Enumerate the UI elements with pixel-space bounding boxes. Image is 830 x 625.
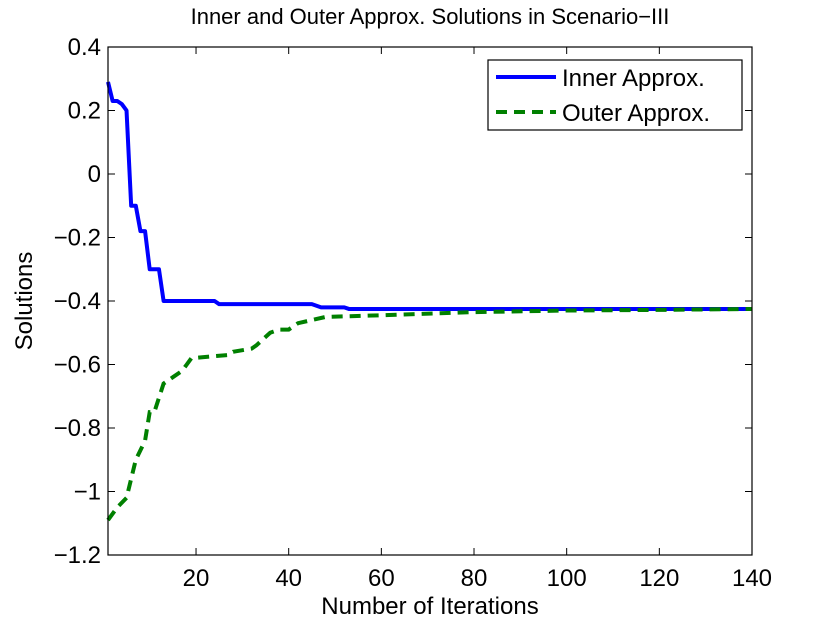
y-tick-label: 0.2 <box>68 98 101 125</box>
y-axis-label: Solutions <box>11 252 38 351</box>
y-tick-label: −0.8 <box>54 415 101 442</box>
chart-title: Inner and Outer Approx. Solutions in Sce… <box>191 4 670 29</box>
y-tick-label: 0.4 <box>68 34 101 61</box>
x-tick-label: 100 <box>547 565 587 592</box>
x-axis-label: Number of Iterations <box>321 593 538 620</box>
x-tick-label: 120 <box>639 565 679 592</box>
x-tick-label: 40 <box>275 565 302 592</box>
y-tick-label: 0 <box>88 161 101 188</box>
x-tick-label: 60 <box>368 565 395 592</box>
plot-area: 20 40 60 80 100 120 140 0.4 0.2 0 −0.2 −0.4 −0.6 −0.8… <box>54 34 772 592</box>
y-tick-label: −1 <box>74 479 101 506</box>
x-tick-label: 140 <box>732 565 772 592</box>
y-tick-label: −0.6 <box>54 352 101 379</box>
x-tick-label: 20 <box>183 565 210 592</box>
y-tick-label: −1.2 <box>54 542 101 569</box>
series-line-1 <box>106 81 752 311</box>
x-tick-label: 80 <box>461 565 488 592</box>
y-tick-label: −0.4 <box>54 288 101 315</box>
legend-box <box>487 59 743 131</box>
y-tick-label: −0.2 <box>54 225 101 252</box>
series-line-2 <box>106 306 753 522</box>
legend: Inner Approx. Outer Approx. <box>487 59 743 131</box>
legend-label-2: Outer Approx. <box>562 100 710 127</box>
legend-label-1: Inner Approx. <box>562 65 705 92</box>
